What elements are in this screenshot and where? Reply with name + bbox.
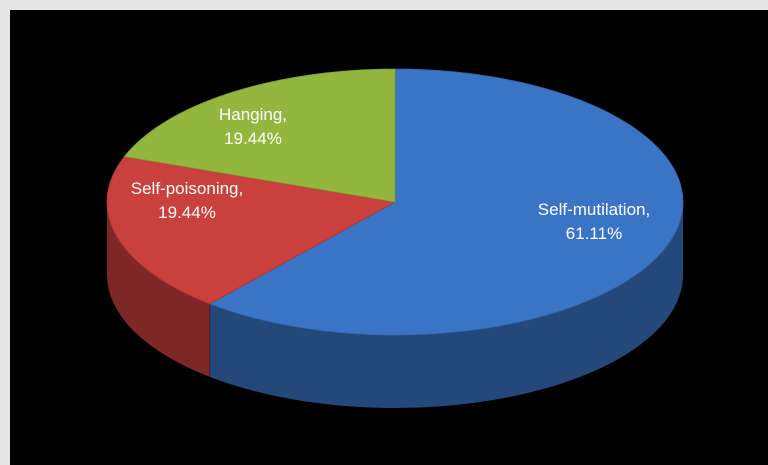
data-label-self-poisoning: Self-poisoning, 19.44%	[131, 179, 243, 222]
data-label-hanging: Hanging, 19.44%	[219, 105, 287, 148]
pie-depth-layer	[107, 202, 683, 408]
slice-side-self-poisoning	[107, 202, 210, 377]
data-label-self-poisoning-category: Self-poisoning,	[131, 179, 243, 198]
slice-side-self-mutilation	[209, 202, 683, 408]
data-label-self-mutilation: Self-mutilation, 61.11%	[538, 200, 650, 243]
slice-self-poisoning	[106, 156, 397, 305]
data-label-self-mutilation-category: Self-mutilation,	[538, 200, 650, 219]
pie-top-layer	[106, 68, 684, 336]
data-label-self-poisoning-value: 19.44%	[158, 203, 216, 222]
plot-area: Self-mutilation, 61.11% Self-poisoning, 19.…	[10, 10, 768, 465]
data-label-hanging-category: Hanging,	[219, 105, 287, 124]
data-label-self-mutilation-value: 61.11%	[566, 224, 622, 243]
pie-chart: Self-mutilation, 61.11% Self-poisoning, 19.…	[106, 68, 684, 408]
data-labels: Self-mutilation, 61.11% Self-poisoning, 19.…	[131, 105, 650, 243]
slice-hanging	[123, 68, 396, 203]
data-label-hanging-value: 19.44%	[224, 129, 282, 148]
slice-self-mutilation	[208, 68, 684, 336]
